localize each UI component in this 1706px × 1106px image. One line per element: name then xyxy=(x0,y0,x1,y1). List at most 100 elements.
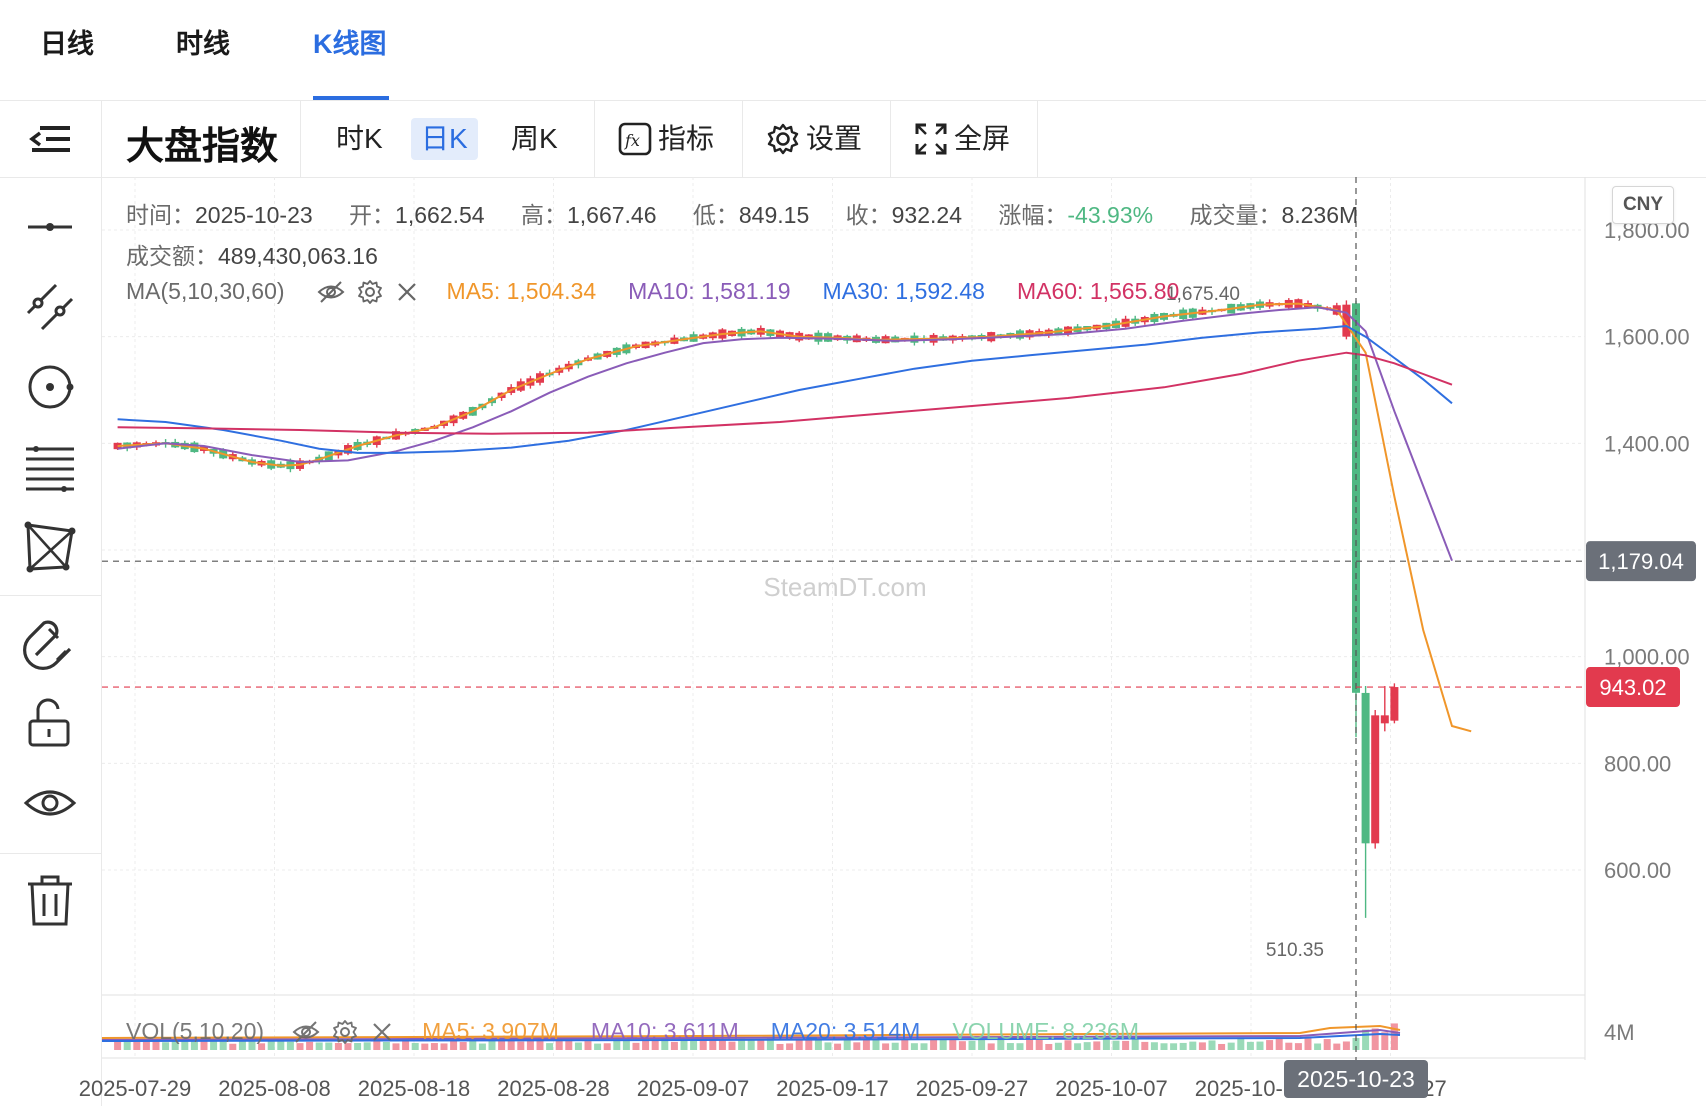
volume-bar xyxy=(670,1041,678,1050)
sidebar-divider xyxy=(0,595,101,596)
volume-bar xyxy=(1102,1038,1110,1050)
volume-bar xyxy=(1266,1040,1274,1050)
gear-icon[interactable] xyxy=(332,1019,358,1045)
toolbar-divider xyxy=(101,101,102,177)
low-label: 低： xyxy=(692,202,739,228)
volume-bar xyxy=(392,1043,400,1050)
volume-bar xyxy=(421,1043,429,1050)
tab-time-line[interactable]: 时线 xyxy=(176,29,230,59)
close-icon[interactable] xyxy=(395,280,419,304)
period-day-button[interactable]: 日K xyxy=(411,118,478,160)
high-label: 高： xyxy=(520,202,567,228)
fibonacci-lines-icon[interactable] xyxy=(22,439,78,495)
volume-bar xyxy=(478,1043,486,1050)
volume-bar xyxy=(258,1043,266,1050)
volume-bar xyxy=(747,1039,755,1050)
volume-bar xyxy=(1170,1043,1178,1050)
volume-bar xyxy=(834,1043,842,1050)
volume-bar xyxy=(1371,1028,1379,1050)
volume-bar xyxy=(843,1039,851,1050)
close-icon[interactable] xyxy=(370,1020,394,1044)
volume-bar xyxy=(574,1042,582,1050)
volume-bar xyxy=(382,1041,390,1050)
volume-bar xyxy=(968,1040,976,1050)
volume-bar xyxy=(622,1040,630,1050)
volume-bar xyxy=(1016,1043,1024,1050)
volume-bar xyxy=(680,1040,688,1050)
volume-bar xyxy=(430,1043,438,1050)
volume-bar xyxy=(603,1043,611,1050)
volume-bar xyxy=(296,1043,304,1050)
time-value: 2025-10-23 xyxy=(195,202,313,228)
settings-button[interactable]: 设置 xyxy=(766,118,862,160)
volume-bar xyxy=(1285,1042,1293,1050)
ma-line-ma30 xyxy=(117,324,1453,454)
volume-bar xyxy=(1189,1041,1197,1050)
volume-bar xyxy=(373,1041,381,1050)
last-price-tag xyxy=(1586,667,1680,708)
eye-slash-icon[interactable] xyxy=(292,1020,320,1044)
volume-bar xyxy=(1275,1038,1283,1050)
horizontal-line-icon[interactable] xyxy=(22,199,78,255)
volume-bar xyxy=(498,1038,506,1050)
period-hour-button[interactable]: 时K xyxy=(336,123,383,154)
period-week-button[interactable]: 周K xyxy=(511,123,558,154)
volume-bar xyxy=(200,1039,208,1050)
magnet-icon[interactable] xyxy=(22,615,78,671)
volume-bar xyxy=(776,1043,784,1050)
pattern-icon[interactable] xyxy=(22,519,78,575)
vol-tick-label: 4M xyxy=(1604,1020,1635,1045)
close-label: 收： xyxy=(845,202,892,228)
volume-bar xyxy=(1074,1043,1082,1050)
close-value: 932.24 xyxy=(891,202,962,228)
volume-bar xyxy=(440,1043,448,1050)
volume-bar xyxy=(1294,1043,1302,1050)
trend-line-icon[interactable] xyxy=(22,279,78,335)
volume-bar xyxy=(181,1039,189,1050)
lock-open-icon[interactable] xyxy=(22,695,78,751)
indicators-button[interactable]: fx 指标 xyxy=(618,118,714,160)
tab-kline[interactable]: K线图 xyxy=(313,29,387,59)
ma10-legend: MA10: 1,581.19 xyxy=(628,278,791,304)
volume-bar xyxy=(882,1043,890,1050)
candle-body xyxy=(1361,692,1370,844)
vol-ma20-legend: MA20: 3.514M xyxy=(770,1018,921,1044)
ma-line-ma10 xyxy=(117,306,1453,562)
volume-bar xyxy=(738,1038,746,1050)
circle-dot-icon[interactable] xyxy=(22,359,78,415)
fullscreen-button[interactable]: 全屏 xyxy=(914,118,1010,160)
trash-icon[interactable] xyxy=(22,872,78,928)
volume-bar xyxy=(795,1040,803,1050)
gear-icon[interactable] xyxy=(357,279,383,305)
top-tab-bar: 日线 时线 K线图 xyxy=(0,0,1706,100)
currency-badge[interactable]: CNY xyxy=(1612,186,1674,224)
volume-bar xyxy=(114,1041,122,1050)
volume-bar xyxy=(661,1038,669,1050)
volume-bar xyxy=(699,1039,707,1050)
fullscreen-icon xyxy=(915,123,947,155)
volume-bar xyxy=(315,1042,323,1050)
svg-text:fx: fx xyxy=(624,131,640,150)
ma-legend-label: MA(5,10,30,60) xyxy=(126,278,285,304)
toolbar-divider xyxy=(300,101,301,177)
x-tick-label: 2025-09-17 xyxy=(776,1076,889,1101)
eye-icon[interactable] xyxy=(22,775,78,831)
high-value: 1,667.46 xyxy=(566,202,657,228)
volume-bar xyxy=(1333,1043,1341,1050)
volume-bar xyxy=(1150,1042,1158,1050)
tab-daily-line[interactable]: 日线 xyxy=(40,29,94,59)
fx-icon: fx xyxy=(618,122,652,156)
volume-bar xyxy=(133,1040,141,1050)
volume-bar xyxy=(536,1040,544,1050)
vol-legend-label: VOL(5,10,20) xyxy=(126,1018,265,1044)
volume-bar xyxy=(1045,1043,1053,1050)
volume-bar xyxy=(1342,1041,1350,1050)
menu-collapse-icon[interactable] xyxy=(28,119,74,159)
eye-slash-icon[interactable] xyxy=(317,280,345,304)
volume-bar xyxy=(507,1038,515,1050)
volume-bar xyxy=(306,1041,314,1050)
volume-bar xyxy=(891,1042,899,1050)
volume-bar xyxy=(1237,1038,1245,1050)
volume-label: 成交量： xyxy=(1189,202,1282,228)
